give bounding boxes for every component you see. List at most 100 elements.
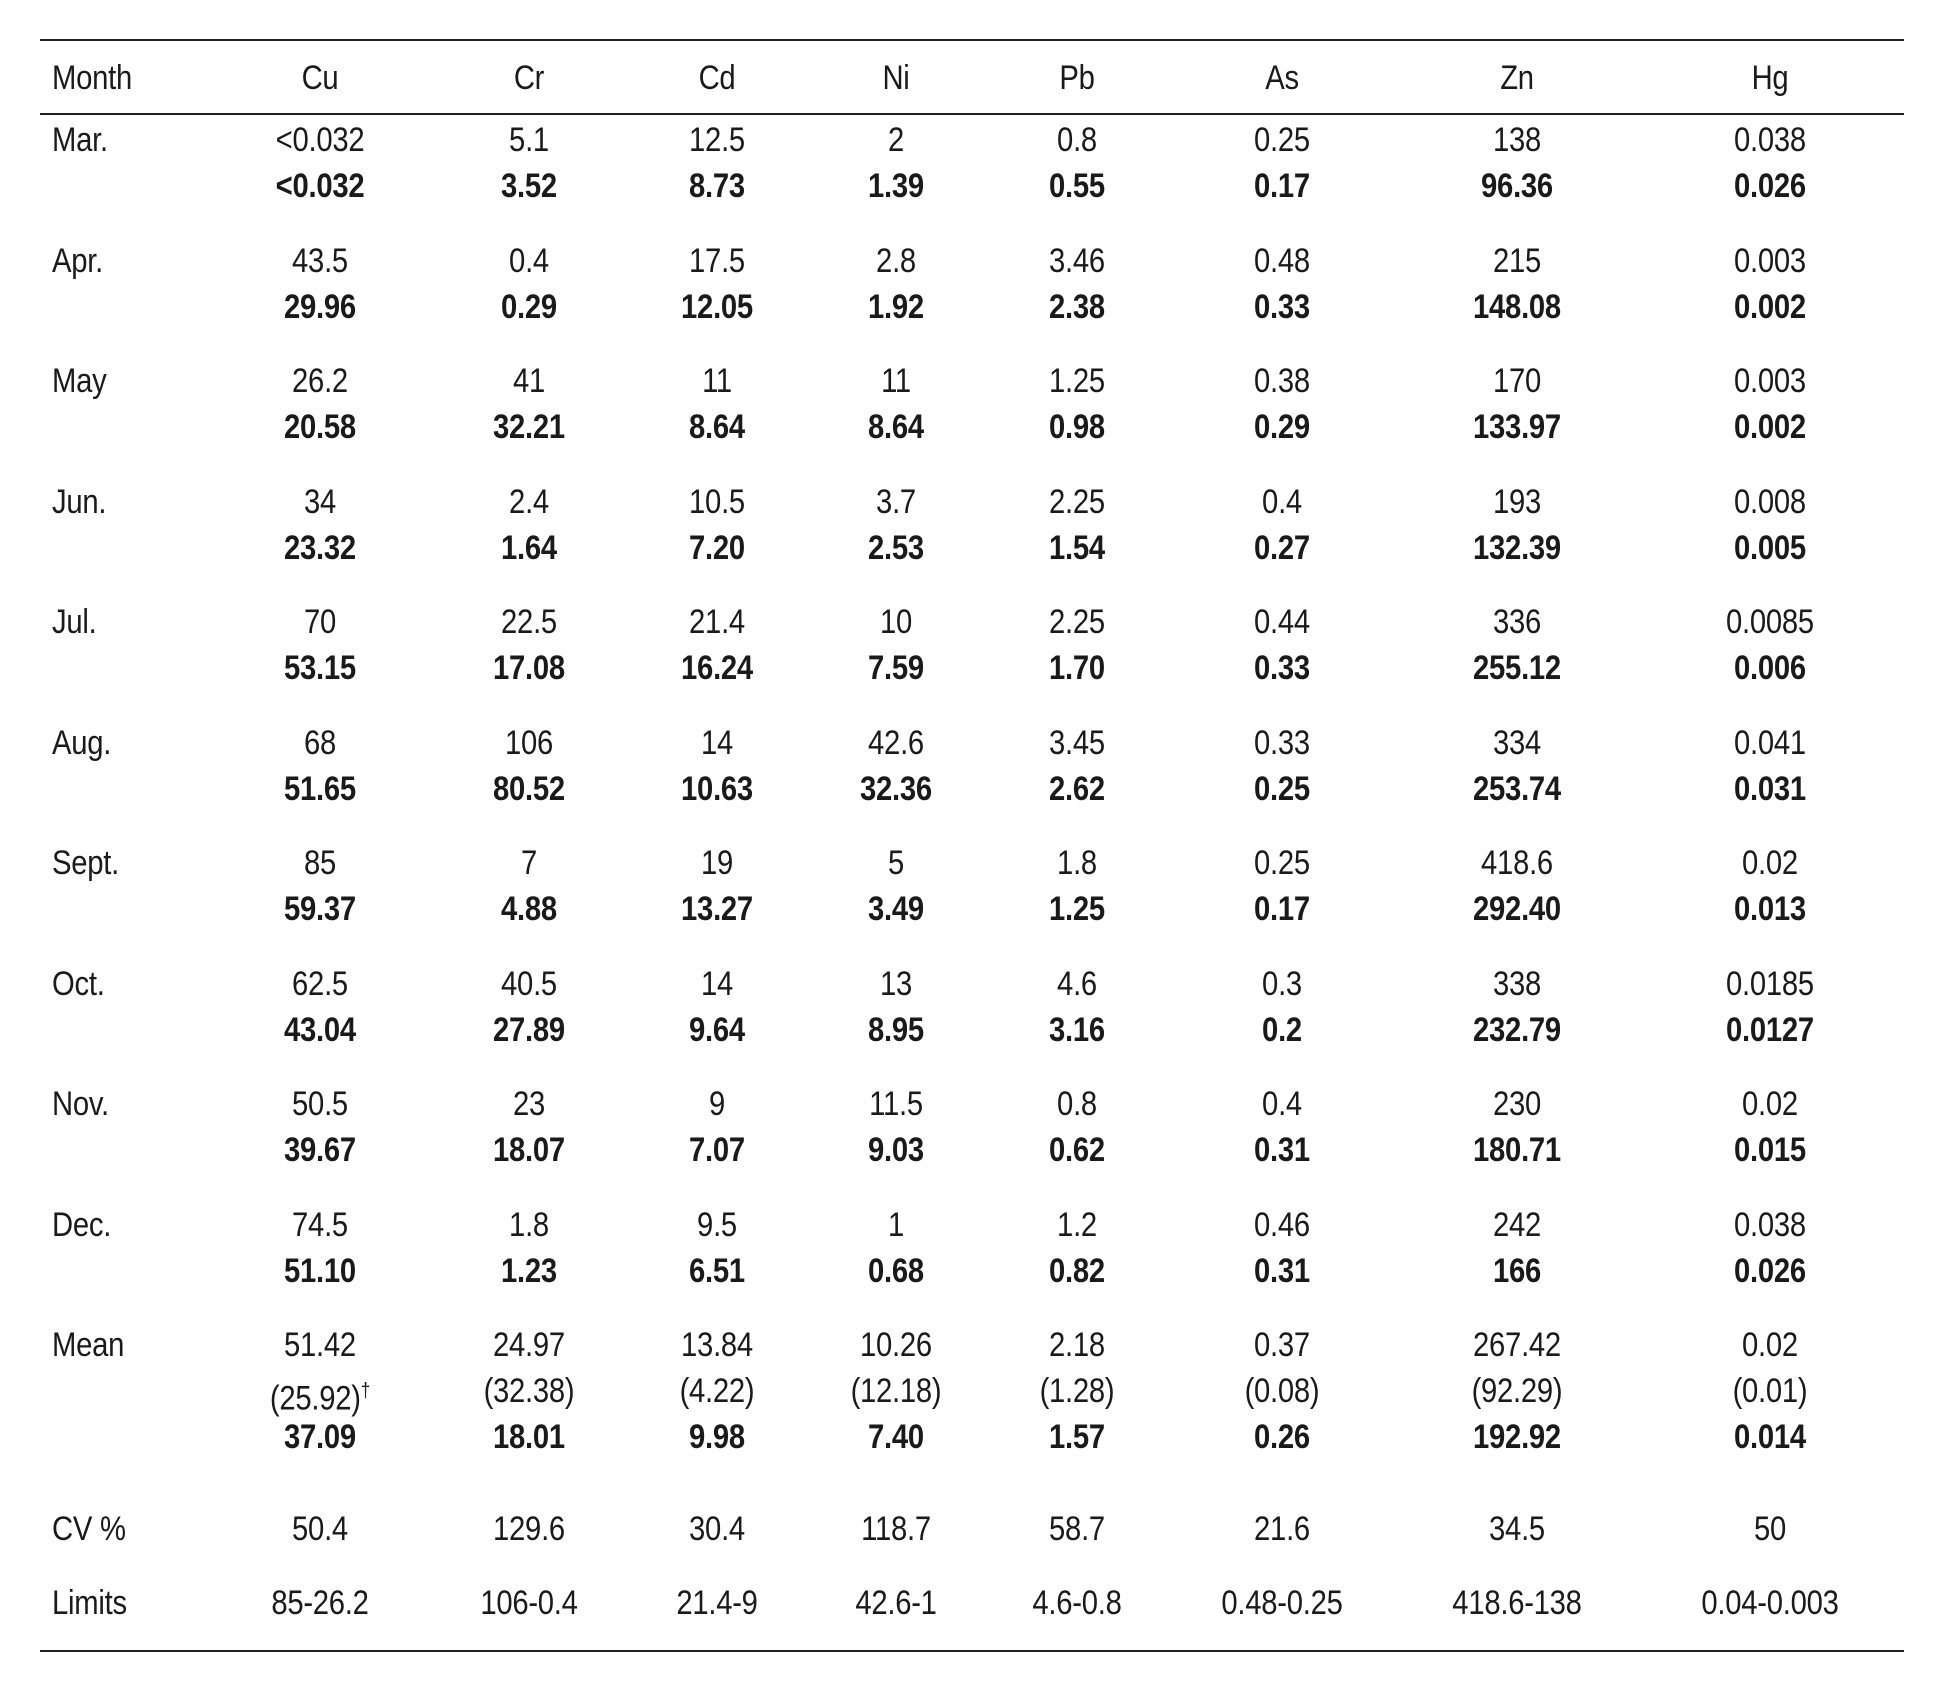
table-cell-bold: 80.52 — [493, 769, 565, 809]
table-cell: 11 — [881, 361, 911, 401]
table-cell-bold-text: 133.97 — [1473, 408, 1561, 446]
mean-cell-bold-text: 1.57 — [1049, 1418, 1105, 1456]
table-cell-bold-text: 2.38 — [1049, 287, 1105, 326]
table-cell-bold: 2.53 — [868, 528, 924, 568]
table-cell: <0.032 — [276, 120, 365, 160]
table-cell: 70 — [304, 602, 336, 642]
table-cell-bold-text: 2.53 — [868, 528, 924, 567]
mean-cell: 0.37 — [1254, 1325, 1310, 1365]
table-cell-text: 9 — [708, 1085, 726, 1123]
table-cell-bold-text: 13.27 — [681, 890, 753, 928]
column-header: Month — [52, 58, 132, 98]
table-cell: 0.02 — [1742, 1084, 1798, 1124]
table-cell-bold: 9.03 — [868, 1130, 924, 1170]
table-cell-bold-text: 53.15 — [284, 649, 356, 687]
table-cell-bold: 148.08 — [1473, 287, 1561, 327]
mean-cell-text: 24.97 — [493, 1326, 565, 1364]
table-cell-bold-text: 0.33 — [1254, 287, 1310, 326]
table-cell-text: 138 — [1492, 121, 1542, 159]
mean-cell-bold-text: 37.09 — [284, 1418, 356, 1456]
table-cell-text: 0.25 — [1254, 844, 1310, 882]
cv-cell: 34.5 — [1489, 1509, 1545, 1549]
cv-cell-text: 50 — [1753, 1510, 1787, 1548]
mean-cell-text: 267.42 — [1473, 1326, 1561, 1364]
table-cell-bold-text: 0.026 — [1734, 167, 1806, 205]
table-cell-text: 0.003 — [1734, 362, 1806, 400]
table-cell-bold: 4.88 — [501, 889, 557, 929]
table-cell: 5 — [888, 843, 904, 883]
table-cell-bold-text: 0.031 — [1734, 769, 1806, 808]
table-cell: 0.25 — [1254, 843, 1310, 883]
table-cell: 334 — [1493, 723, 1541, 763]
column-header-text: Cd — [698, 59, 736, 97]
table-cell-text: 334 — [1492, 723, 1542, 762]
table-cell-bold-text: 3.16 — [1049, 1010, 1105, 1049]
column-header-text: Ni — [882, 59, 910, 97]
table-cell-text: 0.44 — [1254, 603, 1310, 641]
table-cell-bold-text: 0.17 — [1254, 890, 1310, 928]
table-cell-text: 14 — [700, 964, 734, 1003]
table-cell-bold-text: 255.12 — [1473, 649, 1561, 687]
table-cell-bold: 32.21 — [493, 407, 565, 447]
table-cell: 5.1 — [509, 120, 549, 160]
table-cell: 0.003 — [1734, 361, 1806, 401]
table-cell-bold-text: 0.005 — [1734, 528, 1806, 567]
column-header-text: Pb — [1059, 59, 1095, 97]
table-cell-bold: 7.07 — [689, 1130, 745, 1170]
row-label: Mar. — [52, 120, 108, 160]
table-cell-bold: 0.0127 — [1726, 1010, 1814, 1050]
table-cell-text: 2.25 — [1049, 603, 1105, 641]
row-label: Mean — [52, 1325, 124, 1365]
table-cell-text: 336 — [1492, 603, 1542, 641]
table-cell-text: 19 — [700, 844, 734, 882]
table-cell: 2.4 — [509, 482, 549, 522]
cv-cell-text: 34.5 — [1489, 1510, 1545, 1548]
row-label-text: CV % — [52, 1510, 126, 1548]
table-cell-bold-text: 12.05 — [681, 287, 753, 326]
table-cell-bold: 3.52 — [501, 166, 557, 206]
table-cell: 2 — [888, 120, 904, 160]
table-cell-bold: 8.73 — [689, 166, 745, 206]
table-cell: 138 — [1493, 120, 1541, 160]
table-cell-text: 1 — [887, 1205, 905, 1244]
sd-cell-text: (92.29) — [1471, 1372, 1563, 1410]
mean-cell: 24.97 — [493, 1325, 565, 1365]
table-cell-bold-text: 2.62 — [1049, 769, 1105, 808]
table-cell: 42.6 — [868, 723, 924, 763]
table-cell-bold-text: 29.96 — [284, 287, 356, 326]
row-label-text: Apr. — [52, 241, 103, 280]
table-cell-text: 62.5 — [292, 964, 348, 1003]
table-cell: 0.003 — [1734, 241, 1806, 281]
table-cell-text: 1.2 — [1057, 1205, 1097, 1244]
table-cell-text: 0.02 — [1742, 1085, 1798, 1123]
limits-cell: 85-26.2 — [271, 1583, 369, 1623]
table-cell: 22.5 — [501, 602, 557, 642]
column-header: Hg — [1752, 58, 1789, 98]
table-cell: 0.008 — [1734, 482, 1806, 522]
mean-cell-bold-text: 0.014 — [1734, 1418, 1806, 1456]
table-cell-text: 0.4 — [1262, 1085, 1302, 1123]
table-cell-text: 0.4 — [509, 241, 549, 280]
table-cell: 12.5 — [689, 120, 745, 160]
mean-cell-bold-text: 7.40 — [868, 1418, 924, 1456]
table-cell-text: 14 — [700, 723, 734, 762]
limits-cell: 0.48-0.25 — [1221, 1583, 1343, 1623]
table-cell-bold: 0.25 — [1254, 769, 1310, 809]
row-label-text: Jun. — [52, 482, 107, 521]
table-cell-bold-text: 0.17 — [1254, 167, 1310, 205]
table-cell: 0.038 — [1734, 120, 1806, 160]
table-cell-bold-text: 1.70 — [1049, 649, 1105, 687]
table-cell-text: 5.1 — [509, 121, 549, 159]
column-header-text: Month — [52, 59, 132, 97]
mean-cell: 51.42 — [284, 1325, 356, 1365]
table-cell: 11.5 — [869, 1084, 923, 1124]
table-cell: 23 — [513, 1084, 545, 1124]
table-cell-bold-text: 59.37 — [284, 890, 356, 928]
mean-cell: 267.42 — [1473, 1325, 1561, 1365]
table-cell-bold: 7.59 — [868, 648, 924, 688]
table-cell-text: 9.5 — [697, 1205, 737, 1244]
table-cell-bold: 253.74 — [1473, 769, 1561, 809]
table-cell-bold-text: 292.40 — [1473, 890, 1561, 928]
table-cell: 43.5 — [292, 241, 348, 281]
table-cell: 21.4 — [689, 602, 745, 642]
